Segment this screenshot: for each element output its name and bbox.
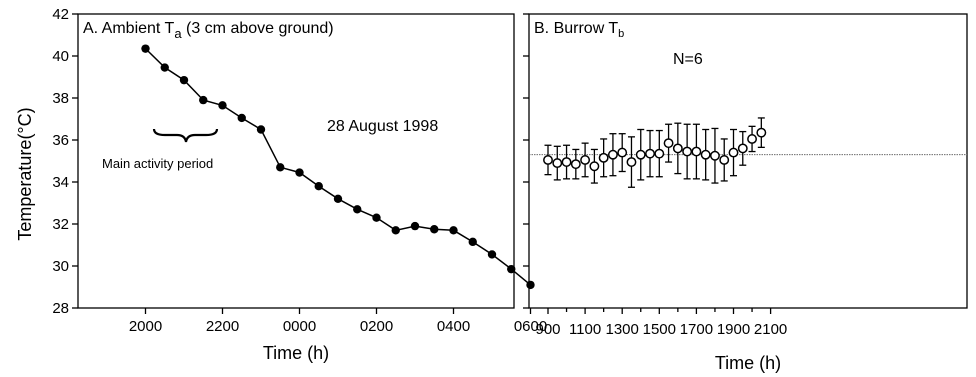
panel-a-frame (77, 13, 515, 309)
burrow-data-point (747, 134, 757, 144)
y-tick-label: 42 (52, 6, 69, 23)
ambient-data-point (295, 168, 304, 177)
burrow-data-point (598, 152, 609, 163)
y-tick-label: 30 (52, 258, 69, 275)
ambient-data-point (276, 163, 285, 172)
burrow-data-point (719, 155, 730, 165)
burrow-data-point (682, 146, 693, 157)
burrow-data-point (570, 159, 581, 170)
panel-b-title: B. Burrow Tb (534, 20, 624, 40)
burrow-data-point (635, 149, 646, 160)
y-tick-label: 32 (52, 216, 69, 233)
burrow-data-point (663, 138, 674, 149)
ambient-data-point (256, 125, 266, 134)
panel-a-title-sub: a (174, 26, 182, 41)
x-tick-label: 0000 (283, 318, 316, 335)
ambient-data-point (179, 75, 189, 85)
burrow-data-point (626, 157, 637, 168)
panel-a-x-axis-title: Time (h) (263, 343, 329, 363)
panel-a: 28 30 32 34 36 38 40 42 2000 2200 0000 0200 0400 0600 (52, 6, 547, 335)
ambient-data-point (353, 205, 362, 214)
burrow-data-point (756, 127, 767, 138)
x-tick-label: 0200 (360, 318, 393, 335)
y-tick-label: 28 (52, 300, 69, 317)
x-tick-label: 2100 (754, 321, 787, 338)
ambient-data-point (160, 63, 169, 72)
ambient-data-point (333, 194, 343, 203)
ambient-data-point (372, 213, 381, 222)
x-tick-label: 2200 (206, 318, 239, 335)
ambient-data-point (218, 101, 227, 110)
burrow-data-point (589, 161, 600, 172)
burrow-data-point (543, 155, 553, 165)
panel-b-x-axis-title: Time (h) (715, 353, 781, 373)
panel-b-frame (528, 13, 968, 309)
burrow-data-point (691, 146, 702, 157)
burrow-data-point (672, 143, 683, 154)
burrow-data-point (654, 148, 665, 159)
ambient-data-point (507, 264, 516, 274)
ambient-data-point (391, 226, 400, 235)
activity-annotation: Main activity period (102, 156, 213, 171)
x-tick-label: 1100 (569, 321, 601, 338)
burrow-data-point (617, 147, 628, 158)
ambient-data-point (237, 113, 246, 123)
x-tick-label: 2000 (129, 318, 162, 335)
ambient-data-point (141, 44, 150, 53)
date-annotation: 28 August 1998 (327, 118, 438, 135)
panel-b-title-sub: b (618, 28, 624, 40)
ambient-data-point (487, 250, 497, 259)
burrow-data-point (645, 148, 655, 159)
burrow-data-point (700, 149, 711, 160)
x-tick-label: 900 (535, 321, 560, 338)
y-tick-label: 40 (52, 48, 69, 65)
y-axis-title: Temperature(°C) (15, 107, 35, 240)
sample-size-annotation: N=6 (673, 51, 703, 68)
y-tick-label: 38 (52, 90, 69, 107)
panel-a-title-main: A. Ambient T (83, 20, 175, 37)
ambient-data-point (314, 182, 323, 191)
activity-brace (152, 128, 219, 143)
burrow-data-point (737, 143, 748, 154)
panel-a-title: A. Ambient Ta (3 cm above ground) (83, 20, 334, 41)
x-tick-label: 0600 (514, 318, 547, 335)
x-tick-label: 1500 (643, 321, 676, 338)
panel-b-title-main: B. Burrow T (534, 20, 618, 37)
y-tick-label: 36 (52, 132, 69, 149)
x-tick-label: 1900 (717, 321, 750, 338)
x-tick-label: 1300 (606, 321, 639, 338)
ambient-data-point (199, 95, 208, 105)
ambient-data-point (449, 226, 458, 235)
burrow-data-point (710, 150, 720, 161)
x-tick-label: 1700 (680, 321, 713, 338)
panel-b: 900 1100 1300 1500 1700 1900 2100 (523, 13, 967, 338)
ambient-data-point (526, 280, 535, 290)
burrow-data-point (561, 157, 572, 168)
x-tick-label: 0400 (437, 318, 470, 335)
ambient-data-point (468, 237, 477, 247)
ambient-data-point (430, 225, 439, 234)
burrow-data-point (728, 147, 739, 158)
panel-a-title-rest: (3 cm above ground) (182, 20, 334, 37)
burrow-data-point (607, 149, 618, 160)
burrow-data-point (552, 158, 563, 169)
burrow-data-point (580, 155, 591, 165)
ambient-data-point (410, 221, 420, 231)
y-tick-label: 34 (52, 174, 69, 191)
